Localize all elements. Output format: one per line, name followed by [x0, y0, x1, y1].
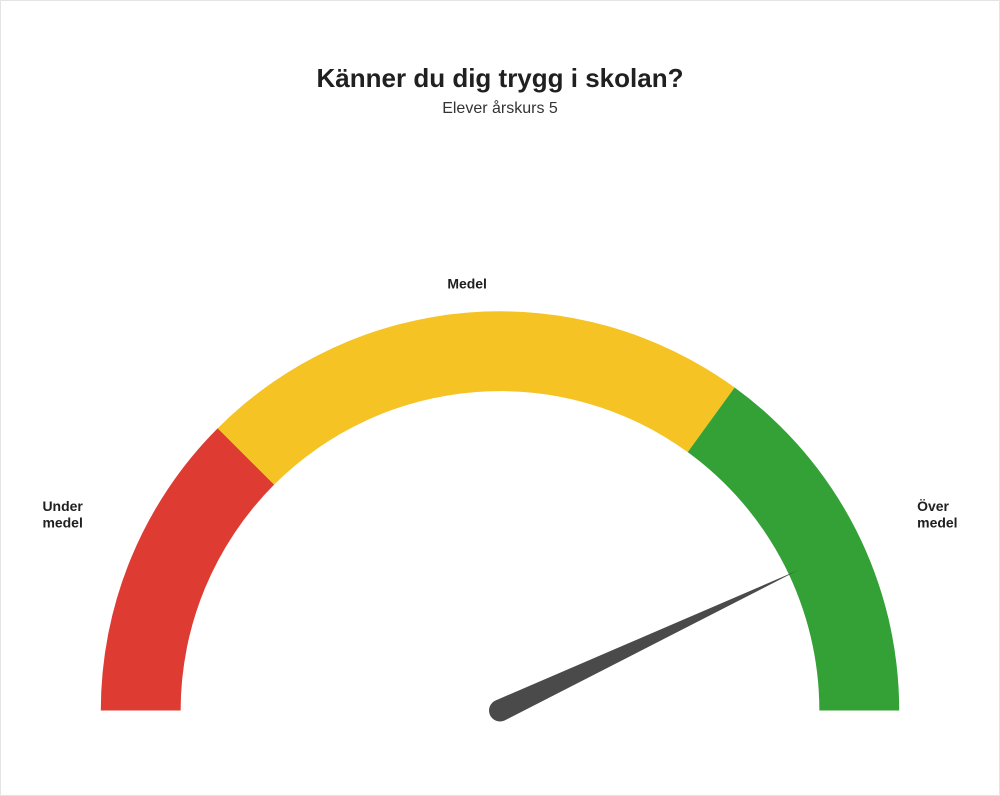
- chart-frame: Känner du dig trygg i skolan? Elever års…: [0, 0, 1000, 796]
- title-block: Känner du dig trygg i skolan? Elever års…: [1, 63, 999, 118]
- gauge-needle: [495, 570, 798, 720]
- gauge-segment-0: [101, 428, 274, 710]
- chart-subtitle: Elever årskurs 5: [1, 100, 999, 118]
- gauge-container: Undermedel Medel Övermedel: [1, 151, 999, 771]
- gauge-needle-hub: [489, 700, 511, 722]
- gauge-segment-label-0: Undermedel: [42, 498, 83, 531]
- gauge-segment-label-1: Medel: [447, 276, 487, 292]
- gauge-segment-label-2: Övermedel: [917, 498, 957, 531]
- gauge-segment-1: [218, 311, 735, 484]
- gauge-segment-2: [688, 388, 899, 711]
- gauge-chart: Undermedel Medel Övermedel: [1, 151, 999, 771]
- chart-title: Känner du dig trygg i skolan?: [1, 63, 999, 94]
